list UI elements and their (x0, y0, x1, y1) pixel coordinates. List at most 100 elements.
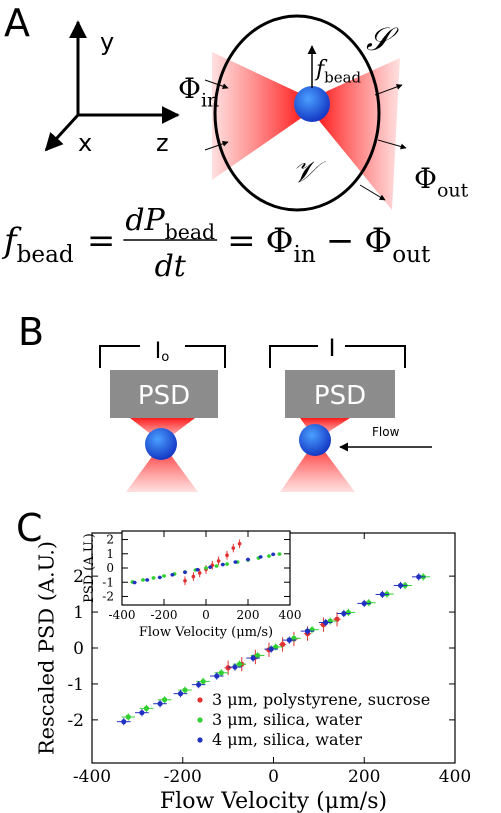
point (162, 574, 166, 578)
y-tick-label: 1 (73, 603, 84, 623)
math-base: Φ (266, 221, 294, 261)
point (277, 552, 282, 556)
point (182, 687, 188, 693)
point (345, 609, 351, 616)
x-tick-label: 0 (202, 608, 210, 622)
equals: = (87, 221, 116, 261)
x-tick-label: -200 (151, 608, 178, 622)
detector-box (110, 370, 218, 418)
math-sub: bead (17, 242, 74, 268)
flow-label: Flow (372, 425, 400, 439)
x-axis-label: Flow Velocity (μm/s) (160, 789, 387, 813)
detector-box (285, 370, 395, 418)
detector-label: PSD (138, 381, 190, 411)
y-axis-label: PSD (A.U.) (82, 533, 97, 603)
x-tick-label: -400 (73, 767, 111, 787)
control-surface (213, 14, 381, 212)
point (143, 705, 150, 711)
flux-arrow (204, 79, 229, 90)
math-sub: in (201, 89, 219, 111)
axis-arrow (44, 113, 80, 152)
legend-label: 3 μm, polystyrene, sucrose (212, 690, 430, 709)
point (162, 697, 168, 703)
surface-label: 𝒮 (366, 20, 399, 58)
point (145, 578, 149, 582)
point (237, 542, 242, 546)
y-tick-label: 1 (106, 547, 114, 561)
point (225, 665, 231, 671)
point (200, 678, 206, 685)
legend-label: 4 μm, silica, water (212, 730, 362, 749)
point (236, 661, 243, 667)
point (271, 552, 276, 557)
bead (294, 86, 330, 122)
point (157, 701, 163, 707)
legend-marker (197, 737, 203, 743)
math-sub: out (437, 179, 469, 201)
x-tick-label: 400 (279, 608, 302, 622)
x-tick-label: 400 (439, 767, 471, 787)
y-tick-label: -1 (67, 675, 84, 695)
point (323, 619, 329, 626)
point (196, 682, 202, 688)
axis-label: y (100, 28, 114, 56)
y-axis-label: Rescaled PSD (A.U.) (35, 541, 59, 755)
volume-label: 𝒱 (292, 155, 326, 190)
point (139, 710, 145, 716)
point (214, 673, 220, 679)
detector-label: PSD (314, 381, 366, 411)
point (255, 652, 261, 659)
point (273, 644, 279, 650)
math-label: fbead (1, 221, 74, 268)
flux-arrow (359, 184, 386, 201)
point (304, 628, 311, 634)
legend-marker (197, 697, 203, 703)
y-tick-label: -2 (67, 711, 84, 731)
panel-label: A (4, 1, 30, 45)
panel-label: B (18, 310, 44, 354)
point (121, 719, 127, 725)
x-tick-label: -400 (109, 608, 136, 622)
bracket (269, 345, 406, 368)
point (125, 714, 131, 720)
signal-sub: o (161, 350, 169, 365)
point (361, 600, 367, 607)
point (151, 576, 156, 580)
x-tick-label: 200 (348, 767, 380, 787)
point (366, 600, 372, 606)
point (341, 610, 347, 617)
point (221, 562, 225, 567)
signal-label: Io (155, 339, 170, 365)
point (397, 582, 404, 589)
math-base: dP (125, 203, 165, 238)
math-base: Φ (178, 72, 201, 105)
point (246, 557, 250, 562)
point (286, 637, 292, 643)
point (191, 574, 196, 579)
point (141, 578, 145, 582)
bracket (99, 345, 226, 368)
beam-in (212, 52, 310, 180)
point (279, 641, 286, 648)
axis-label: z (156, 129, 169, 157)
point (183, 570, 187, 575)
x-tick-label: 200 (237, 608, 260, 622)
math-label: fbead (314, 57, 361, 87)
panel-label: C (16, 506, 43, 550)
beam (280, 440, 355, 492)
point (183, 579, 187, 583)
point (177, 691, 184, 697)
flux-arrow (377, 139, 407, 150)
y-tick-label: 2 (106, 533, 114, 547)
point (233, 560, 238, 564)
point (225, 562, 229, 566)
point (232, 664, 238, 670)
minus: − (326, 221, 355, 261)
point (197, 571, 202, 575)
point (204, 566, 208, 570)
signal-label: I (328, 334, 335, 362)
bead (299, 424, 331, 456)
math-label: Φout (414, 162, 469, 201)
point (231, 546, 236, 550)
